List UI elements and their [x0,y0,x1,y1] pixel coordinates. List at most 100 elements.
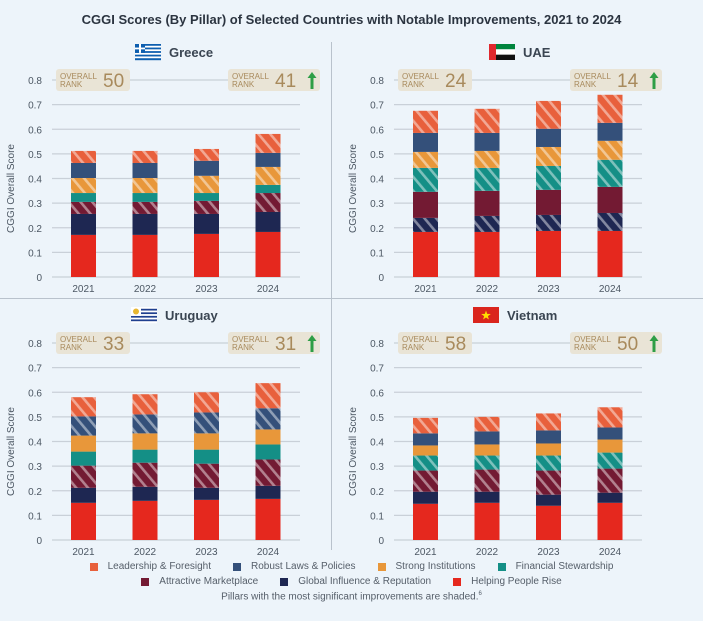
bar-segment-financial [536,455,561,471]
chart-title: CGGI Scores (By Pillar) of Selected Coun… [81,12,622,27]
legend-item-global: Global Influence & Reputation [280,576,431,587]
legend-row-1: Leadership & Foresight Robust Laws & Poli… [0,561,703,572]
bar-segment-leadership [132,150,158,163]
bar-segment-global [536,494,561,506]
bar-segment-global [255,485,281,499]
x-tick-label: 2022 [134,284,157,295]
arrow-up-icon [649,335,659,352]
x-tick-label: 2024 [257,284,280,295]
y-tick-label: 0.1 [28,248,42,259]
rank-label: RANK [574,343,597,352]
y-tick-label: 0.5 [28,150,42,161]
footnote-text: Pillars with the most significant improv… [221,591,479,603]
bar-segment-helping [413,503,438,540]
bar-segment-financial [71,193,96,202]
country-name: Vietnam [507,308,557,323]
bar-2021 [71,150,96,277]
y-tick-label: 0.4 [370,438,384,449]
x-tick-label: 2022 [134,547,157,558]
bar-segment-attractive [413,470,438,492]
rank-label: RANK [60,343,83,352]
rank-label: RANK [402,343,425,352]
bar-segment-attractive [474,469,500,492]
legend-label: Robust Laws & Policies [251,561,356,572]
y-tick-label: 0.7 [28,364,42,375]
legend-label: Attractive Marketplace [159,576,259,587]
x-tick-label: 2021 [72,547,95,558]
bar-2022 [132,150,158,277]
chart-panel-greece: Greece CGGI Overall Score 0 0.1 0.2 0.3 0.4 0.5… [6,44,320,295]
bar-segment-leadership [597,407,623,428]
bar-2022 [474,416,500,540]
legend-swatch [497,562,506,571]
bar-2021 [413,417,438,540]
y-tick-label: 0.4 [28,175,42,186]
legend-swatch [141,577,150,586]
panel-divider-horizontal [0,298,703,299]
bar-segment-attractive [597,468,623,493]
legend-label: Global Influence & Reputation [298,576,432,587]
bar-2023 [194,392,219,540]
legend-item-leadership: Leadership & Foresight [89,561,212,572]
rank-value: 50 [103,71,124,92]
bar-segment-financial [474,167,500,191]
y-axis-label: CGGI Overall Score [6,144,17,233]
y-tick-label: 0.7 [370,364,384,375]
bar-segment-helping [71,502,96,540]
y-tick-label: 0.5 [370,413,384,424]
y-tick-label: 0.3 [370,462,384,473]
x-tick-label: 2023 [195,547,218,558]
bar-segment-financial [194,193,219,201]
y-tick-label: 0.6 [370,125,384,136]
legend-swatch [280,577,289,586]
rank-label: OVERALL [574,335,611,344]
rank-value: 31 [275,334,296,355]
bar-2024 [597,94,623,277]
legend-label: Financial Stewardship [515,561,614,572]
bar-segment-robust [71,162,96,179]
y-tick-label: 0.3 [370,199,384,210]
legend-swatch [233,562,242,571]
bar-segment-leadership [597,94,623,123]
bar-segment-helping [536,230,561,277]
x-tick-label: 2023 [537,284,560,295]
legend-row-2: Attractive Marketplace Global Influence &… [0,576,703,587]
bar-segment-financial [536,165,561,190]
bar-2021 [71,397,96,540]
y-axis-label: CGGI Overall Score [348,407,359,496]
legend-swatch [377,562,386,571]
bar-segment-financial [71,451,96,466]
bar-2024 [597,407,623,540]
y-tick-label: 0 [378,536,384,547]
bar-segment-robust [132,414,158,434]
bar-segment-helping [597,230,623,277]
bar-segment-leadership [71,150,96,163]
bar-segment-global [132,486,158,501]
bar-segment-attractive [255,459,281,486]
bar-segment-helping [194,499,219,540]
rank-label: RANK [402,80,425,89]
legend-label: Strong Institutions [395,561,476,572]
bar-segment-strong [71,178,96,194]
rank-value: 14 [617,71,639,92]
x-tick-label: 2022 [476,547,499,558]
bar-segment-attractive [474,190,500,216]
bar-segment-robust [255,408,281,430]
rank-label: RANK [232,80,255,89]
rank-label: OVERALL [574,72,611,81]
bar-segment-robust [474,431,500,445]
y-tick-label: 0.7 [370,101,384,112]
legend-label: Leadership & Foresight [107,561,212,572]
bar-segment-financial [597,452,623,469]
bar-segment-helping [474,231,500,277]
bar-segment-leadership [255,133,281,153]
footnote-ref: 6 [478,591,482,597]
legend: Leadership & Foresight Robust Laws & Poli… [0,561,703,602]
y-tick-label: 0.5 [28,413,42,424]
arrow-up-icon [649,72,659,89]
rank-value: 41 [275,71,296,92]
y-tick-label: 0.2 [370,224,384,235]
bar-segment-helping [255,231,281,277]
bar-segment-attractive [194,463,219,488]
bar-segment-financial [413,455,438,471]
